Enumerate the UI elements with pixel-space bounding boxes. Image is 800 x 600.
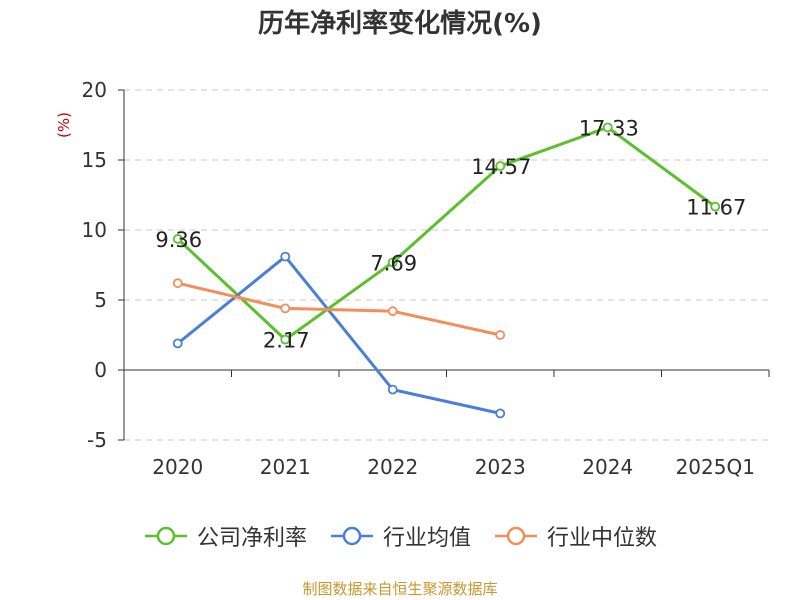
data-point [280,334,291,345]
y-tick-label: 15 [82,148,107,172]
data-label: 14.57 [471,155,531,179]
line-chart: 20 15 10 5 0 -5 2020 2021 2022 2023 2024 2025Q1 (%)… [55,78,770,479]
legend-item[interactable]: 公司净利率 [143,520,307,552]
data-point [710,201,721,212]
data-labels: 9.36 2.17 7.69 14.57 17.33 11.67 [155,116,746,352]
legend-swatch [495,526,537,546]
data-point [602,122,613,133]
y-tick-label: 0 [94,358,107,382]
legend-swatch [144,526,187,546]
data-label: 9.36 [155,228,202,252]
data-point [172,338,183,349]
y-tick-label: 5 [94,288,107,312]
legend-swatch [330,526,373,546]
legend-swatch-marker [506,526,526,546]
y-tick-label: 10 [82,218,107,242]
y-axis-label: (%) [55,112,73,138]
x-tick-label: 2025Q1 [676,455,755,479]
data-label: 17.33 [579,116,639,140]
data-label: 7.69 [370,251,417,275]
data-point [387,384,398,395]
x-tick-label: 2021 [260,455,311,479]
x-tick-label: 2024 [582,455,633,479]
gridlines [124,89,769,441]
series-line-1 [176,255,501,415]
data-point [172,278,183,289]
data-point [387,257,398,268]
legend: 公司净利率 行业均值 行业中位数 [0,518,800,554]
series-line-0 [176,125,717,342]
data-label: 11.67 [686,196,746,220]
legend-label: 公司净利率 [196,526,307,551]
data-point [280,251,291,262]
data-point [495,330,506,340]
data-point [387,306,398,317]
data-point [495,408,506,419]
chart-title: 历年净利率变化情况(%) [258,9,542,39]
legend-label: 行业中位数 [547,526,658,551]
series [172,122,721,419]
data-label: 2.17 [263,329,310,353]
series-line-2 [177,281,501,337]
y-tick-label: 20 [82,78,107,102]
x-tick-label: 2020 [152,455,203,479]
x-tick-label: 2022 [367,455,418,479]
legend-swatch-marker [156,526,176,546]
legend-item[interactable]: 行业均值 [329,520,471,552]
legend-swatch-marker [342,526,362,546]
data-point [280,303,291,314]
legend-label: 行业均值 [382,526,471,551]
data-point [495,161,506,171]
axes: 20 15 10 5 0 -5 2020 2021 2022 2023 2024 2025Q1 [82,78,770,479]
legend-item[interactable]: 行业中位数 [493,520,657,552]
data-point [172,234,183,244]
source-note: 制图数据来自恒生聚源数据库 [302,580,498,598]
x-tick-label: 2023 [475,455,526,479]
y-tick-label: -5 [87,428,107,452]
